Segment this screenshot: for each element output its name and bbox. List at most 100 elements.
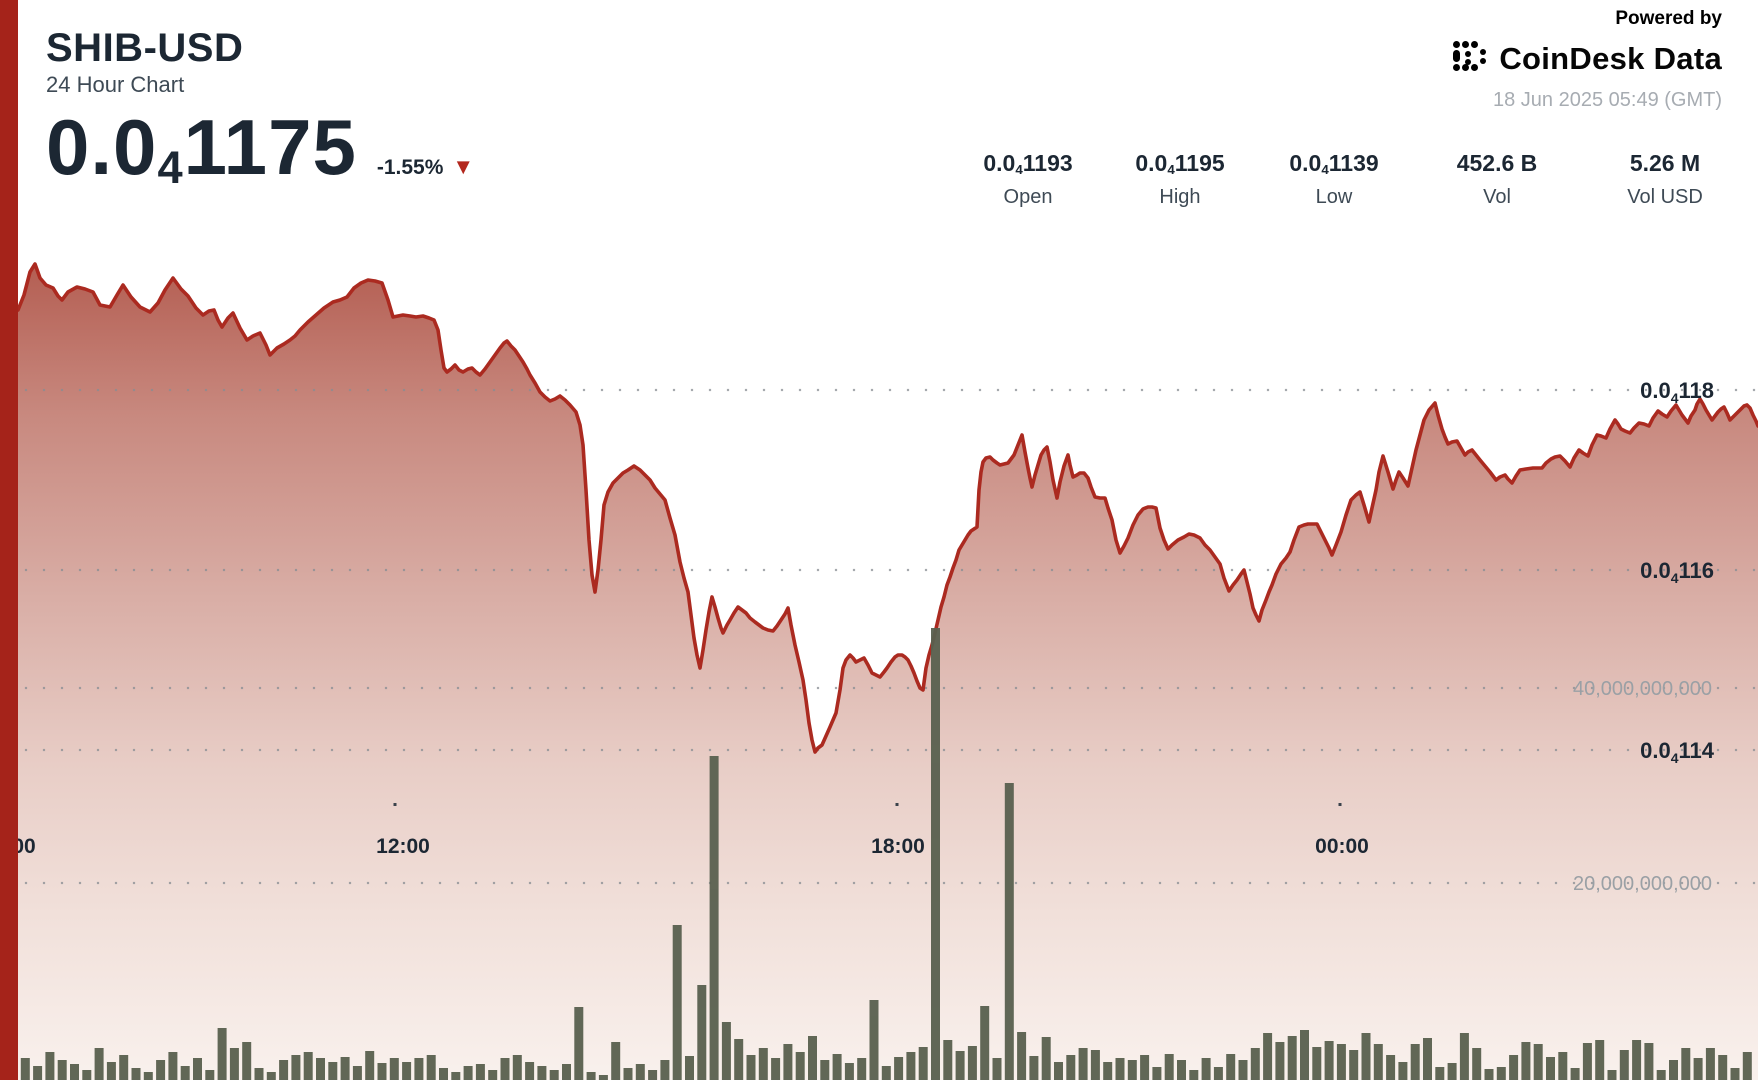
volume-bar: [1533, 1044, 1543, 1080]
volume-bar: [881, 1066, 891, 1080]
volume-bar: [291, 1055, 301, 1080]
volume-bar: [635, 1064, 645, 1080]
volume-bar: [795, 1052, 805, 1080]
volume-bar: [180, 1066, 190, 1080]
coindesk-logo-icon: [1451, 37, 1489, 80]
x-axis-tick: [895, 803, 899, 806]
price-area-fill: [18, 264, 1758, 1080]
volume-bar: [1644, 1043, 1654, 1080]
volume-bar: [1730, 1068, 1740, 1080]
volume-bar: [783, 1044, 793, 1080]
volume-bar: [1570, 1068, 1580, 1080]
volume-bar: [365, 1051, 375, 1080]
volume-bar: [1619, 1050, 1629, 1080]
volume-bar: [1373, 1044, 1383, 1080]
volume-bar: [931, 628, 940, 1080]
volume-bar: [1103, 1062, 1113, 1080]
stat-vol-usd: 5.26 M Vol USD: [1627, 150, 1703, 209]
volume-bar: [316, 1058, 325, 1080]
volume-bar: [1300, 1030, 1309, 1080]
coindesk-brand-name: CoinDesk Data: [1499, 40, 1722, 76]
volume-bar: [254, 1068, 264, 1080]
volume-bar: [1410, 1044, 1420, 1080]
volume-bar: [119, 1055, 129, 1080]
volume-bar: [1509, 1055, 1519, 1080]
volume-bar: [1152, 1067, 1162, 1080]
volume-bar: [1127, 1060, 1137, 1080]
volume-bar: [943, 1040, 953, 1080]
price-down-arrow-icon: ▼: [452, 154, 475, 179]
volume-bar: [906, 1052, 916, 1080]
volume-bar: [598, 1075, 608, 1080]
volume-bar: [1078, 1048, 1088, 1080]
stat-open-value: 0.041193: [983, 150, 1073, 177]
volume-bar: [70, 1064, 79, 1080]
volume-bar: [857, 1058, 867, 1080]
volume-bar: [1250, 1048, 1260, 1080]
volume-bar: [734, 1039, 744, 1080]
y-axis-price-label: 0.04114: [1640, 738, 1715, 766]
x-axis-label: 00:00: [1315, 835, 1369, 858]
volume-bar: [266, 1072, 276, 1080]
volume-bar: [1632, 1040, 1642, 1080]
price-subscript: 4: [157, 142, 184, 194]
coindesk-brand[interactable]: CoinDesk Data: [1451, 37, 1722, 80]
volume-bar: [1090, 1050, 1100, 1080]
volume-bar: [156, 1060, 166, 1080]
volume-bar: [1669, 1060, 1678, 1080]
price-line: [16, 262, 1758, 754]
volume-bar: [1312, 1047, 1322, 1080]
volume-bar: [168, 1052, 178, 1080]
y-axis-price-label: 0.04116: [1640, 558, 1714, 586]
volume-bar: [1201, 1058, 1211, 1080]
stat-high-label: High: [1159, 186, 1201, 208]
volume-bar: [439, 1068, 448, 1080]
volume-bars: [8, 628, 1752, 1080]
left-accent-bar: [0, 0, 18, 1080]
volume-bar: [549, 1070, 559, 1080]
y-axis-volume-label: 20,000,000,000: [1573, 873, 1712, 895]
price-prefix: 0.0: [46, 103, 158, 191]
volume-bar: [746, 1055, 756, 1080]
volume-bar: [1177, 1060, 1186, 1080]
stat-open: 0.041193 Open: [983, 150, 1072, 209]
volume-bar: [1398, 1062, 1408, 1080]
volume-bar: [1164, 1054, 1174, 1080]
stat-vol-usd-value: 5.26 M: [1629, 150, 1701, 176]
volume-bar: [193, 1058, 202, 1080]
stat-high-value: 0.041195: [1135, 150, 1225, 177]
volume-bar: [660, 1060, 670, 1080]
volume-bar: [1742, 1052, 1752, 1080]
volume-bar: [832, 1054, 842, 1080]
volume-bar: [721, 1022, 731, 1080]
volume-bar: [672, 925, 682, 1080]
volume-bar: [1484, 1069, 1494, 1080]
volume-bar: [808, 1036, 817, 1080]
volume-bar: [611, 1042, 621, 1080]
stat-vol: 452.6 B Vol: [1457, 150, 1538, 209]
x-axis-label: 12:00: [376, 835, 430, 858]
stat-vol-value: 452.6 B: [1456, 150, 1538, 176]
volume-bar: [955, 1051, 965, 1080]
volume-bar: [229, 1048, 239, 1080]
volume-bar: [1693, 1058, 1703, 1080]
price-digits: 1175: [183, 103, 357, 191]
volume-bar: [1336, 1044, 1346, 1080]
volume-bar: [1189, 1070, 1199, 1080]
stat-high: 0.041195 High: [1135, 150, 1224, 209]
volume-bar: [574, 1007, 584, 1080]
volume-bar: [1705, 1048, 1715, 1080]
volume-bar: [1656, 1070, 1666, 1080]
volume-bar: [1213, 1067, 1223, 1080]
stat-low-label: Low: [1315, 186, 1353, 208]
volume-bar: [586, 1072, 596, 1080]
volume-bar: [94, 1048, 104, 1080]
current-price: 0.041175: [46, 108, 357, 190]
stat-open-label: Open: [1003, 186, 1053, 208]
volume-bar: [389, 1058, 399, 1080]
volume-bar: [1263, 1033, 1273, 1080]
volume-bar: [1054, 1062, 1063, 1080]
volume-bar: [488, 1070, 498, 1080]
